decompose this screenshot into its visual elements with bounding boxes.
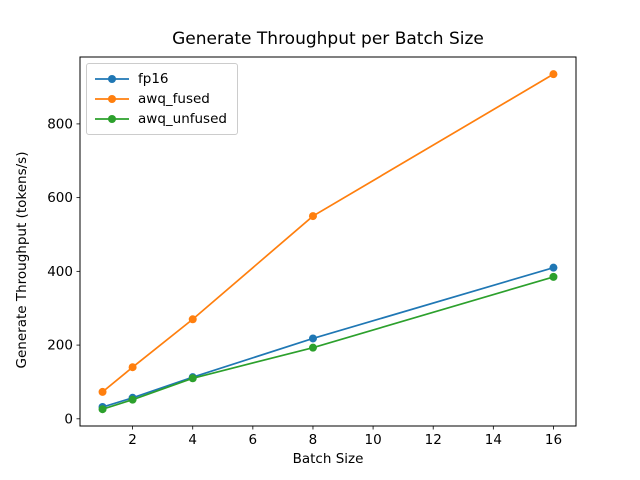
legend-entry-awq_unfused: awq_unfused (94, 109, 227, 129)
legend-label-awq_fused: awq_fused (138, 91, 210, 107)
data-point-awq_unfused (549, 272, 558, 281)
legend-entry-awq_fused: awq_fused (94, 89, 227, 109)
x-tick-label: 6 (249, 432, 258, 448)
x-tick-label: 16 (545, 432, 562, 448)
data-point-awq_unfused (188, 374, 197, 383)
data-point-awq_fused (98, 387, 107, 396)
x-tick-label: 8 (309, 432, 318, 448)
data-point-awq_unfused (98, 405, 107, 414)
data-point-awq_unfused (128, 395, 137, 404)
legend-label-fp16: fp16 (138, 71, 169, 87)
series-line-awq_unfused (102, 276, 554, 411)
x-axis-label: Batch Size (292, 451, 364, 467)
data-point-awq_fused (308, 212, 317, 221)
data-point-awq_fused (188, 315, 197, 324)
y-tick-label: 200 (47, 338, 73, 354)
x-tick-label: 14 (485, 432, 502, 448)
y-tick-label: 800 (47, 116, 73, 132)
legend-line-sample-fp16 (95, 75, 129, 83)
data-point-awq_fused (128, 363, 137, 372)
x-tick-label: 4 (188, 432, 197, 448)
axes-frame (79, 56, 577, 427)
legend: fp16 awq_fused awq_unfused (86, 63, 238, 135)
y-tick-label: 600 (47, 190, 73, 206)
x-tick-label: 2 (128, 432, 137, 448)
data-point-fp16 (549, 263, 558, 272)
y-tick-label: 400 (47, 264, 73, 280)
data-point-awq_fused (549, 70, 558, 79)
legend-entry-fp16: fp16 (94, 69, 227, 89)
data-point-fp16 (308, 334, 317, 343)
chart-title: Generate Throughput per Batch Size (172, 29, 484, 49)
legend-label-awq_unfused: awq_unfused (138, 111, 227, 127)
data-point-awq_unfused (308, 343, 317, 352)
y-tick-label: 0 (64, 411, 73, 427)
x-tick-label: 12 (425, 432, 442, 448)
legend-line-sample-awq_fused (95, 95, 129, 103)
x-tick-label: 10 (364, 432, 381, 448)
legend-line-sample-awq_unfused (95, 115, 129, 123)
